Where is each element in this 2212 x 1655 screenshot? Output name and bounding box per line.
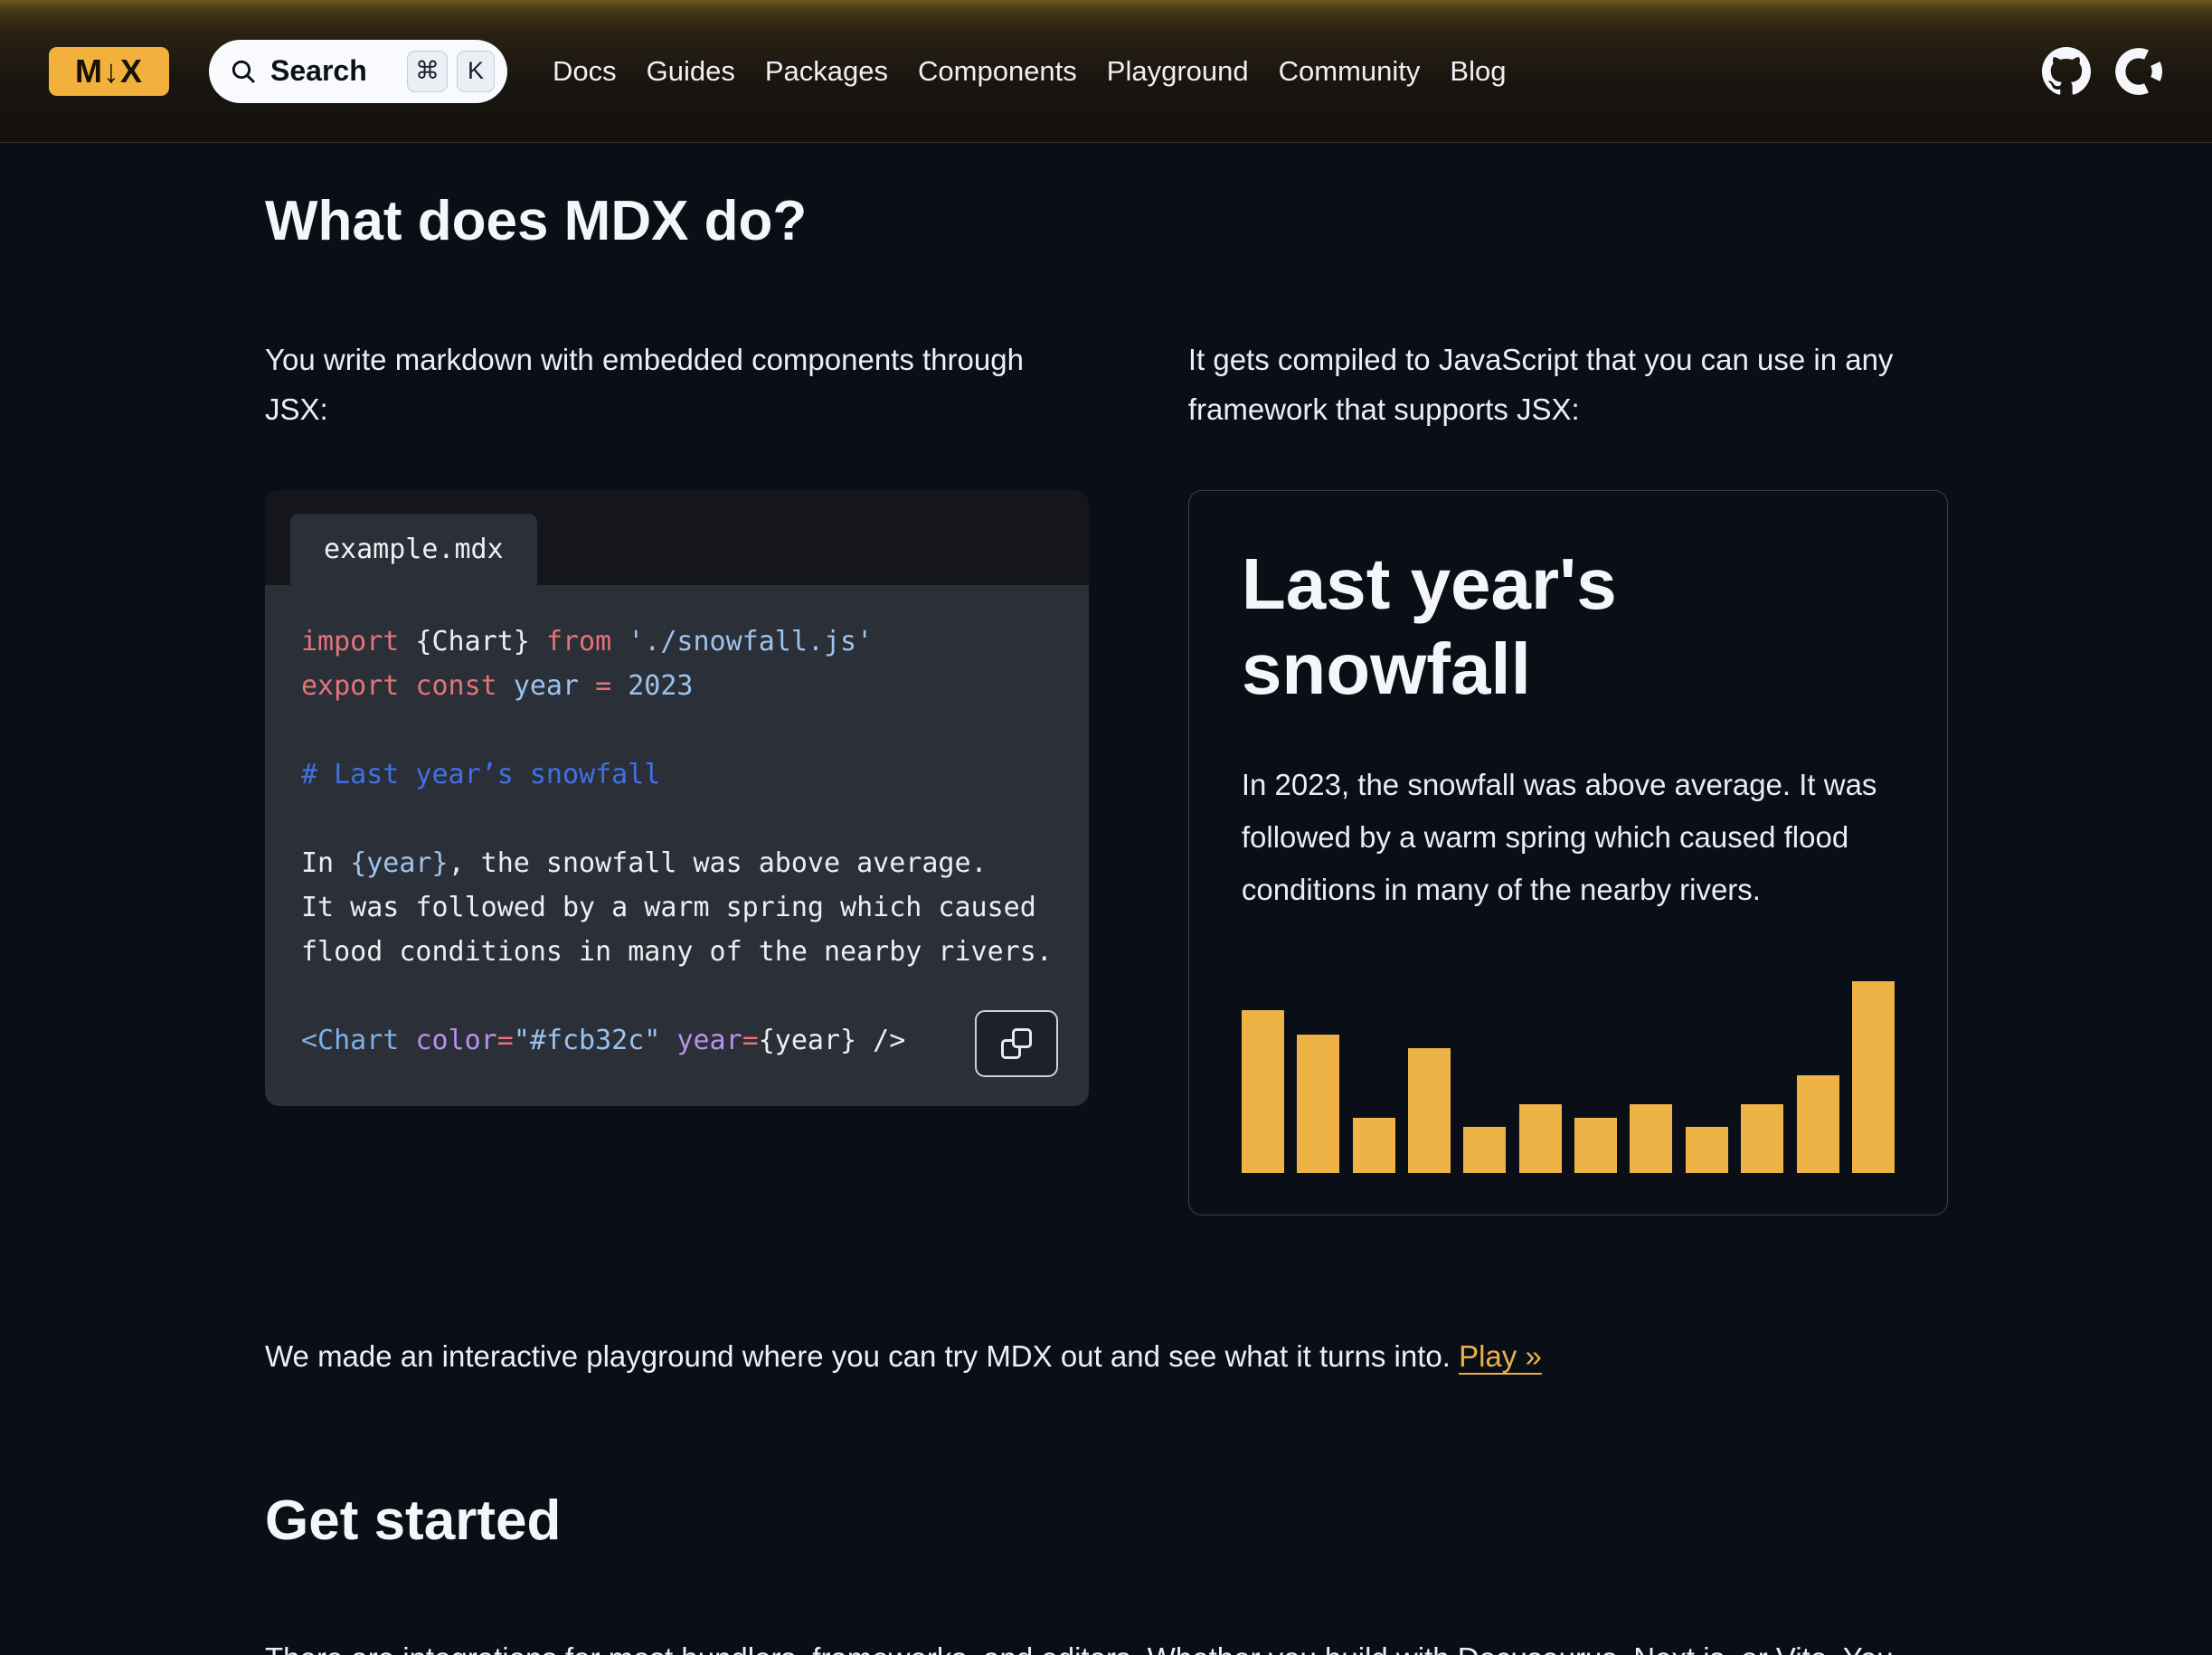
playground-line: We made an interactive playground where … — [265, 1331, 1948, 1381]
snowfall-paragraph: In 2023, the snowfall was above average.… — [1241, 767, 1877, 906]
code-line — [301, 974, 1053, 1018]
code-line: It was followed by a warm spring which c… — [301, 892, 1036, 924]
code-card: example.mdx import {Chart} from './snowf… — [265, 490, 1089, 1107]
search-label: Search — [270, 54, 367, 87]
nav-item-guides[interactable]: Guides — [646, 54, 735, 87]
playground-text: We made an interactive playground where … — [265, 1339, 1451, 1374]
nav-item-playground[interactable]: Playground — [1106, 54, 1249, 87]
nav-item-community[interactable]: Community — [1278, 54, 1421, 87]
opencollective-icon — [2115, 47, 2162, 95]
code-line: <Chart color="#fcb32c" year={year} /> — [301, 1025, 906, 1057]
tab-example-mdx[interactable]: example.mdx — [290, 514, 537, 586]
chart-bar — [1297, 1034, 1340, 1173]
integrations-text: There are integrations for most bundlers… — [265, 1641, 1894, 1655]
left-intro-text: You write markdown with embedded compone… — [265, 343, 1024, 427]
chart-bar — [1407, 1047, 1451, 1173]
two-column-demo: You write markdown with embedded compone… — [265, 335, 1948, 1216]
search-shortcut: ⌘ K — [407, 50, 495, 92]
integrations-paragraph: There are integrations for most bundlers… — [265, 1632, 1948, 1655]
k-key: K — [457, 50, 495, 92]
play-link[interactable]: Play » — [1459, 1339, 1542, 1374]
cmd-key: ⌘ — [407, 50, 448, 92]
nav-item-components[interactable]: Components — [918, 54, 1077, 87]
code-line: flood conditions in many of the nearby r… — [301, 936, 1053, 969]
site-header: M↓X Search ⌘ K Docs Guides Packages Compone… — [0, 0, 2212, 143]
github-link[interactable] — [2042, 46, 2091, 96]
snowfall-bar-chart — [1241, 980, 1895, 1173]
nav-item-blog[interactable]: Blog — [1450, 54, 1507, 87]
chart-bar — [1685, 1126, 1728, 1173]
snowfall-title: Last year's snowfall — [1241, 544, 1617, 709]
chart-bar — [1851, 980, 1895, 1173]
github-icon — [2042, 46, 2091, 95]
search-button[interactable]: Search ⌘ K — [209, 39, 507, 103]
code-line: import {Chart} from './snowfall.js' — [301, 626, 874, 658]
code-line: # Last year’s snowfall — [301, 759, 661, 791]
copy-icon — [1000, 1028, 1032, 1060]
chart-bar — [1796, 1074, 1839, 1173]
code-line: In {year}, the snowfall was above averag… — [301, 847, 988, 880]
primary-nav: Docs Guides Packages Components Playground Co… — [553, 55, 1506, 88]
opencollective-link[interactable] — [2114, 47, 2163, 96]
code-tab-bar: example.mdx — [265, 490, 1089, 586]
markdown-column: You write markdown with embedded compone… — [265, 335, 1089, 1215]
get-started-title: Get started — [265, 1490, 562, 1553]
rendered-output-card: Last year's snowfall In 2023, the snowfa… — [1187, 490, 1948, 1216]
main-content: What does MDX do? You write markdown wit… — [0, 143, 2212, 1655]
chart-bar — [1241, 1009, 1284, 1173]
copy-button[interactable] — [974, 1010, 1058, 1078]
nav-item-packages[interactable]: Packages — [764, 54, 889, 87]
code-line — [301, 797, 1053, 841]
code-block[interactable]: import {Chart} from './snowfall.js' expor… — [265, 585, 1089, 1107]
chart-bar — [1518, 1103, 1562, 1173]
search-icon — [232, 60, 256, 83]
chart-bar — [1741, 1103, 1784, 1173]
right-intro-text: It gets compiled to JavaScript that you … — [1187, 343, 1894, 427]
mdx-logo[interactable]: M↓X — [49, 46, 169, 96]
code-line — [301, 708, 1053, 752]
chart-bar — [1630, 1103, 1673, 1173]
header-icons — [2042, 46, 2163, 96]
rendered-column: It gets compiled to JavaScript that you … — [1187, 335, 1948, 1216]
page-title: What does MDX do? — [265, 190, 808, 252]
chart-bar — [1463, 1126, 1507, 1173]
nav-item-docs[interactable]: Docs — [553, 54, 617, 87]
chart-bar — [1352, 1117, 1395, 1173]
code-line: export const year = 2023 — [301, 670, 694, 703]
chart-bar — [1574, 1117, 1618, 1173]
